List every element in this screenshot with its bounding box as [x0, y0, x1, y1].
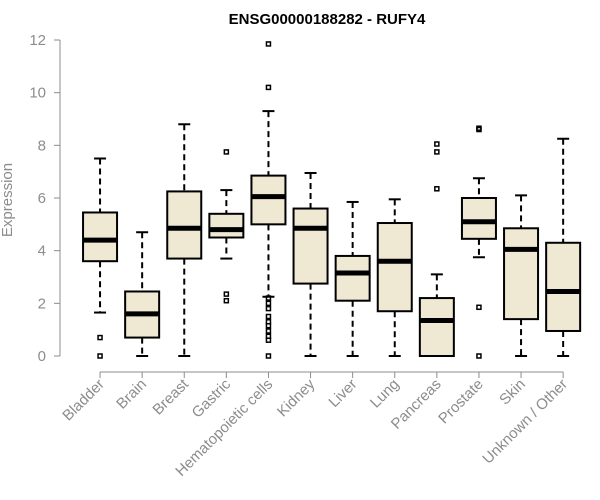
- outlier-point: [265, 313, 272, 320]
- chart-title: ENSG00000188282 - RUFY4: [229, 11, 426, 28]
- box-group: [82, 41, 582, 359]
- x-tick-label: Liver: [325, 376, 360, 411]
- outlier-point: [265, 353, 272, 359]
- iqr-box: [418, 297, 455, 358]
- outlier-point: [265, 328, 272, 334]
- box-1: [82, 157, 119, 359]
- box-4: [208, 149, 245, 304]
- box-5: [250, 41, 287, 359]
- iqr-box: [250, 174, 287, 226]
- y-axis: 0 2 4 6 8 10 12: [29, 32, 61, 365]
- outlier-point: [223, 291, 230, 297]
- outlier-point: [476, 353, 482, 359]
- y-tick-label: 2: [38, 295, 46, 312]
- box-3: [166, 123, 203, 357]
- box-7: [334, 200, 371, 357]
- outlier-point: [265, 305, 272, 312]
- box-6: [292, 171, 329, 357]
- iqr-box: [292, 207, 329, 285]
- outlier-point: [265, 337, 272, 343]
- x-tick-label: Bladder: [59, 376, 108, 425]
- outlier-point: [434, 141, 440, 147]
- iqr-box: [82, 211, 119, 263]
- iqr-box: [460, 197, 497, 240]
- y-tick-label: 6: [38, 190, 46, 207]
- iqr-box: [503, 227, 540, 321]
- iqr-box: [334, 254, 371, 302]
- outlier-point: [476, 304, 482, 311]
- iqr-box: [208, 212, 245, 239]
- y-tick-label: 4: [38, 243, 46, 260]
- outlier-point: [223, 149, 230, 155]
- box-8: [376, 198, 413, 357]
- x-tick-label: Prostate: [435, 376, 487, 428]
- x-tick-label: Breast: [149, 375, 192, 418]
- outlier-point: [265, 300, 272, 307]
- iqr-box: [545, 241, 582, 332]
- x-tick-label: Brain: [113, 376, 150, 413]
- outlier-point: [265, 41, 272, 47]
- outlier-point: [434, 186, 440, 192]
- outlier-point: [223, 297, 230, 304]
- x-tick-label: Skin: [496, 376, 529, 409]
- y-tick-label: 12: [29, 32, 46, 49]
- outlier-point: [97, 334, 103, 341]
- iqr-box: [166, 190, 203, 260]
- box-11: [503, 194, 540, 357]
- box-12: [545, 137, 582, 357]
- y-axis-label: Expression: [0, 163, 16, 237]
- y-tick-label: 8: [38, 137, 46, 154]
- y-tick-label: 0: [38, 348, 46, 365]
- outlier-point: [265, 322, 272, 329]
- outlier-point: [265, 84, 272, 91]
- box-10: [460, 125, 497, 359]
- outlier-point: [265, 295, 272, 301]
- x-tick-label: Kidney: [274, 375, 319, 420]
- y-tick-label: 10: [29, 85, 46, 102]
- outlier-point: [476, 126, 482, 133]
- outlier-point: [97, 353, 103, 359]
- iqr-box: [376, 222, 413, 313]
- box-9: [418, 141, 455, 358]
- x-tick-label: Lung: [367, 376, 403, 412]
- outlier-point: [434, 149, 440, 155]
- box-2: [124, 231, 161, 357]
